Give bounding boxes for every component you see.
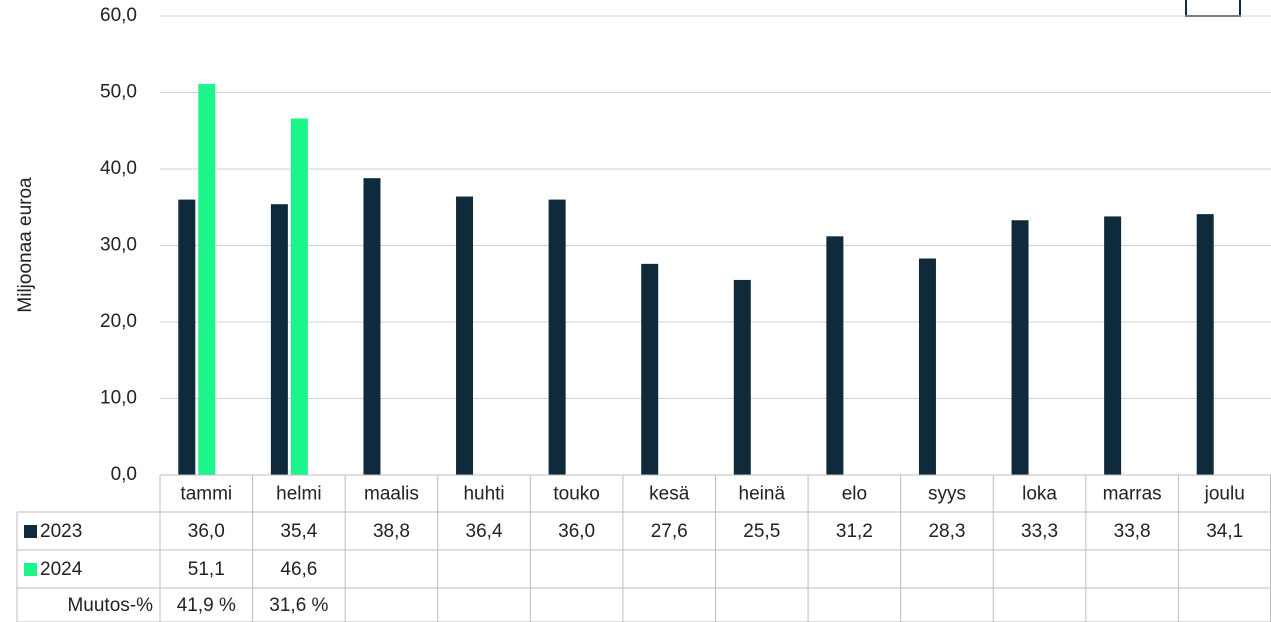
- bar: [548, 199, 566, 475]
- bar: [1011, 220, 1029, 475]
- x-tick-label: elo: [842, 484, 867, 505]
- bar: [1196, 214, 1214, 475]
- bar: [290, 118, 308, 475]
- x-tick-label: touko: [553, 484, 599, 505]
- data-label: 35,4: [280, 521, 317, 542]
- y-axis-label: Miljoonaa euroa: [15, 177, 36, 313]
- bar: [1104, 216, 1122, 475]
- legend-label: 2024: [40, 559, 83, 580]
- x-tick-label: maalis: [364, 484, 419, 505]
- bar: [918, 258, 936, 475]
- y-tick-label: 40,0: [100, 158, 137, 179]
- change-label: 31,6 %: [269, 595, 328, 616]
- y-tick-label: 10,0: [100, 388, 137, 409]
- bar: [456, 196, 474, 476]
- bar: [270, 204, 288, 475]
- data-label: 33,3: [1021, 521, 1058, 542]
- y-tick-label: 20,0: [100, 311, 137, 332]
- frame-box: [1185, 0, 1241, 17]
- data-label: 36,0: [558, 521, 595, 542]
- y-tick-label: 0,0: [111, 464, 137, 485]
- data-label: 27,6: [651, 521, 688, 542]
- change-label: 41,9 %: [177, 595, 236, 616]
- legend-swatch: [24, 525, 37, 538]
- x-tick-label: loka: [1022, 484, 1057, 505]
- x-tick-label: heinä: [739, 484, 786, 505]
- data-label: 31,2: [836, 521, 873, 542]
- x-tick-label: kesä: [649, 484, 690, 505]
- x-tick-label: tammi: [180, 484, 232, 505]
- row-label: Muutos-%: [67, 595, 153, 616]
- data-label: 36,4: [466, 521, 503, 542]
- data-label: 51,1: [188, 559, 225, 580]
- bar: [198, 84, 216, 476]
- data-label: 36,0: [188, 521, 225, 542]
- x-tick-label: joulu: [1204, 484, 1245, 505]
- data-label: 25,5: [743, 521, 780, 542]
- data-label: 33,8: [1114, 521, 1151, 542]
- data-label: 34,1: [1206, 521, 1243, 542]
- x-tick-label: huhti: [463, 484, 504, 505]
- data-label: 46,6: [280, 559, 317, 580]
- data-label: 28,3: [928, 521, 965, 542]
- y-tick-label: 30,0: [100, 235, 137, 256]
- x-tick-label: helmi: [276, 484, 321, 505]
- bar: [641, 263, 659, 475]
- bar: [363, 178, 381, 475]
- x-tick-label: marras: [1103, 484, 1162, 505]
- legend-label: 2023: [40, 521, 82, 542]
- bar: [178, 199, 196, 475]
- bar: [733, 279, 751, 475]
- data-label: 38,8: [373, 521, 410, 542]
- bar: [826, 236, 844, 475]
- y-tick-label: 50,0: [100, 82, 137, 103]
- y-tick-label: 60,0: [100, 5, 137, 26]
- legend-swatch: [24, 563, 37, 576]
- x-tick-label: syys: [928, 484, 966, 505]
